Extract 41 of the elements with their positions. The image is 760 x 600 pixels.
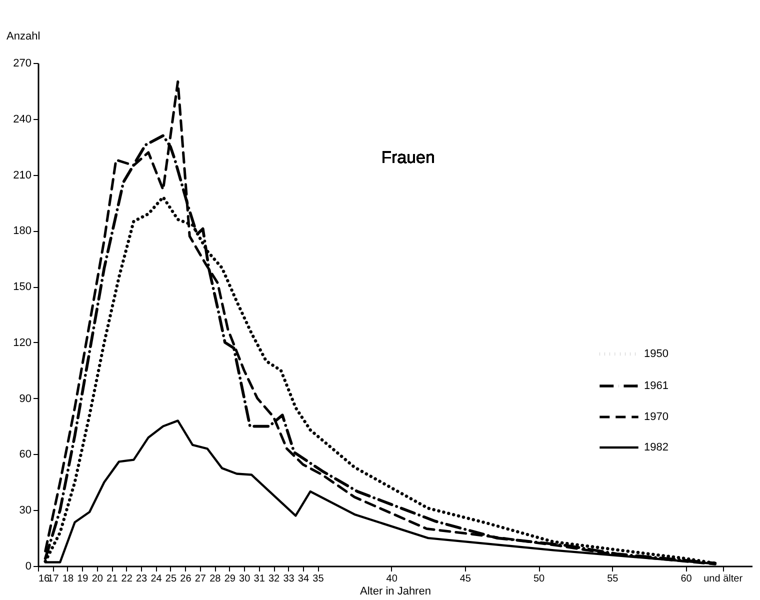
x-tick-label: 23 [136, 574, 148, 584]
x-tick-label: 28 [210, 574, 222, 584]
x-tick-label: und älter [704, 574, 744, 584]
x-tick-label: 35 [312, 574, 324, 584]
x-tick-label: 19 [77, 574, 89, 584]
x-tick-label: 22 [121, 574, 133, 584]
x-tick-label: 32 [268, 574, 280, 584]
x-axis-title: Alter in Jahren [360, 586, 431, 598]
legend-label: 1961 [644, 380, 668, 392]
x-tick-label: 27 [194, 574, 206, 584]
y-tick-label: 210 [13, 169, 32, 182]
x-tick-label: 29 [224, 574, 236, 584]
x-tick-label: 45 [460, 574, 472, 584]
x-tick-label: 20 [92, 574, 104, 584]
x-tick-label: 18 [62, 574, 74, 584]
x-tick-label: 21 [106, 574, 118, 584]
y-tick-label: 120 [13, 336, 32, 349]
text: Frauen [381, 148, 435, 167]
x-tick-label: 33 [283, 574, 295, 584]
legend-label: 1950 [644, 348, 668, 360]
y-tick-label: 150 [13, 281, 32, 294]
x-tick-label: 31 [254, 574, 266, 584]
y-axis-title: Anzahl [6, 30, 40, 42]
x-tick-label: 50 [533, 574, 546, 584]
y-tick-label: 60 [19, 448, 32, 461]
y-tick-label: 270 [13, 58, 32, 70]
y-tick-label: 90 [19, 392, 32, 405]
x-tick-label: 40 [386, 574, 398, 584]
x-tick-label: 24 [150, 574, 162, 584]
x-tick-label: 25 [165, 574, 177, 584]
x-tick-label: 34 [298, 574, 310, 584]
y-tick-label: 180 [13, 225, 32, 238]
y-tick-label: 0 [25, 560, 32, 572]
y-tick-label: 240 [13, 113, 32, 126]
x-tick-label: 30 [239, 574, 251, 584]
x-tick-label: 60 [680, 574, 692, 584]
legend-label: 1970 [644, 411, 668, 423]
x-tick-label: 55 [607, 574, 619, 584]
y-tick-label: 30 [19, 504, 32, 517]
x-tick-label: 26 [180, 574, 192, 584]
legend-label: 1982 [644, 442, 668, 454]
